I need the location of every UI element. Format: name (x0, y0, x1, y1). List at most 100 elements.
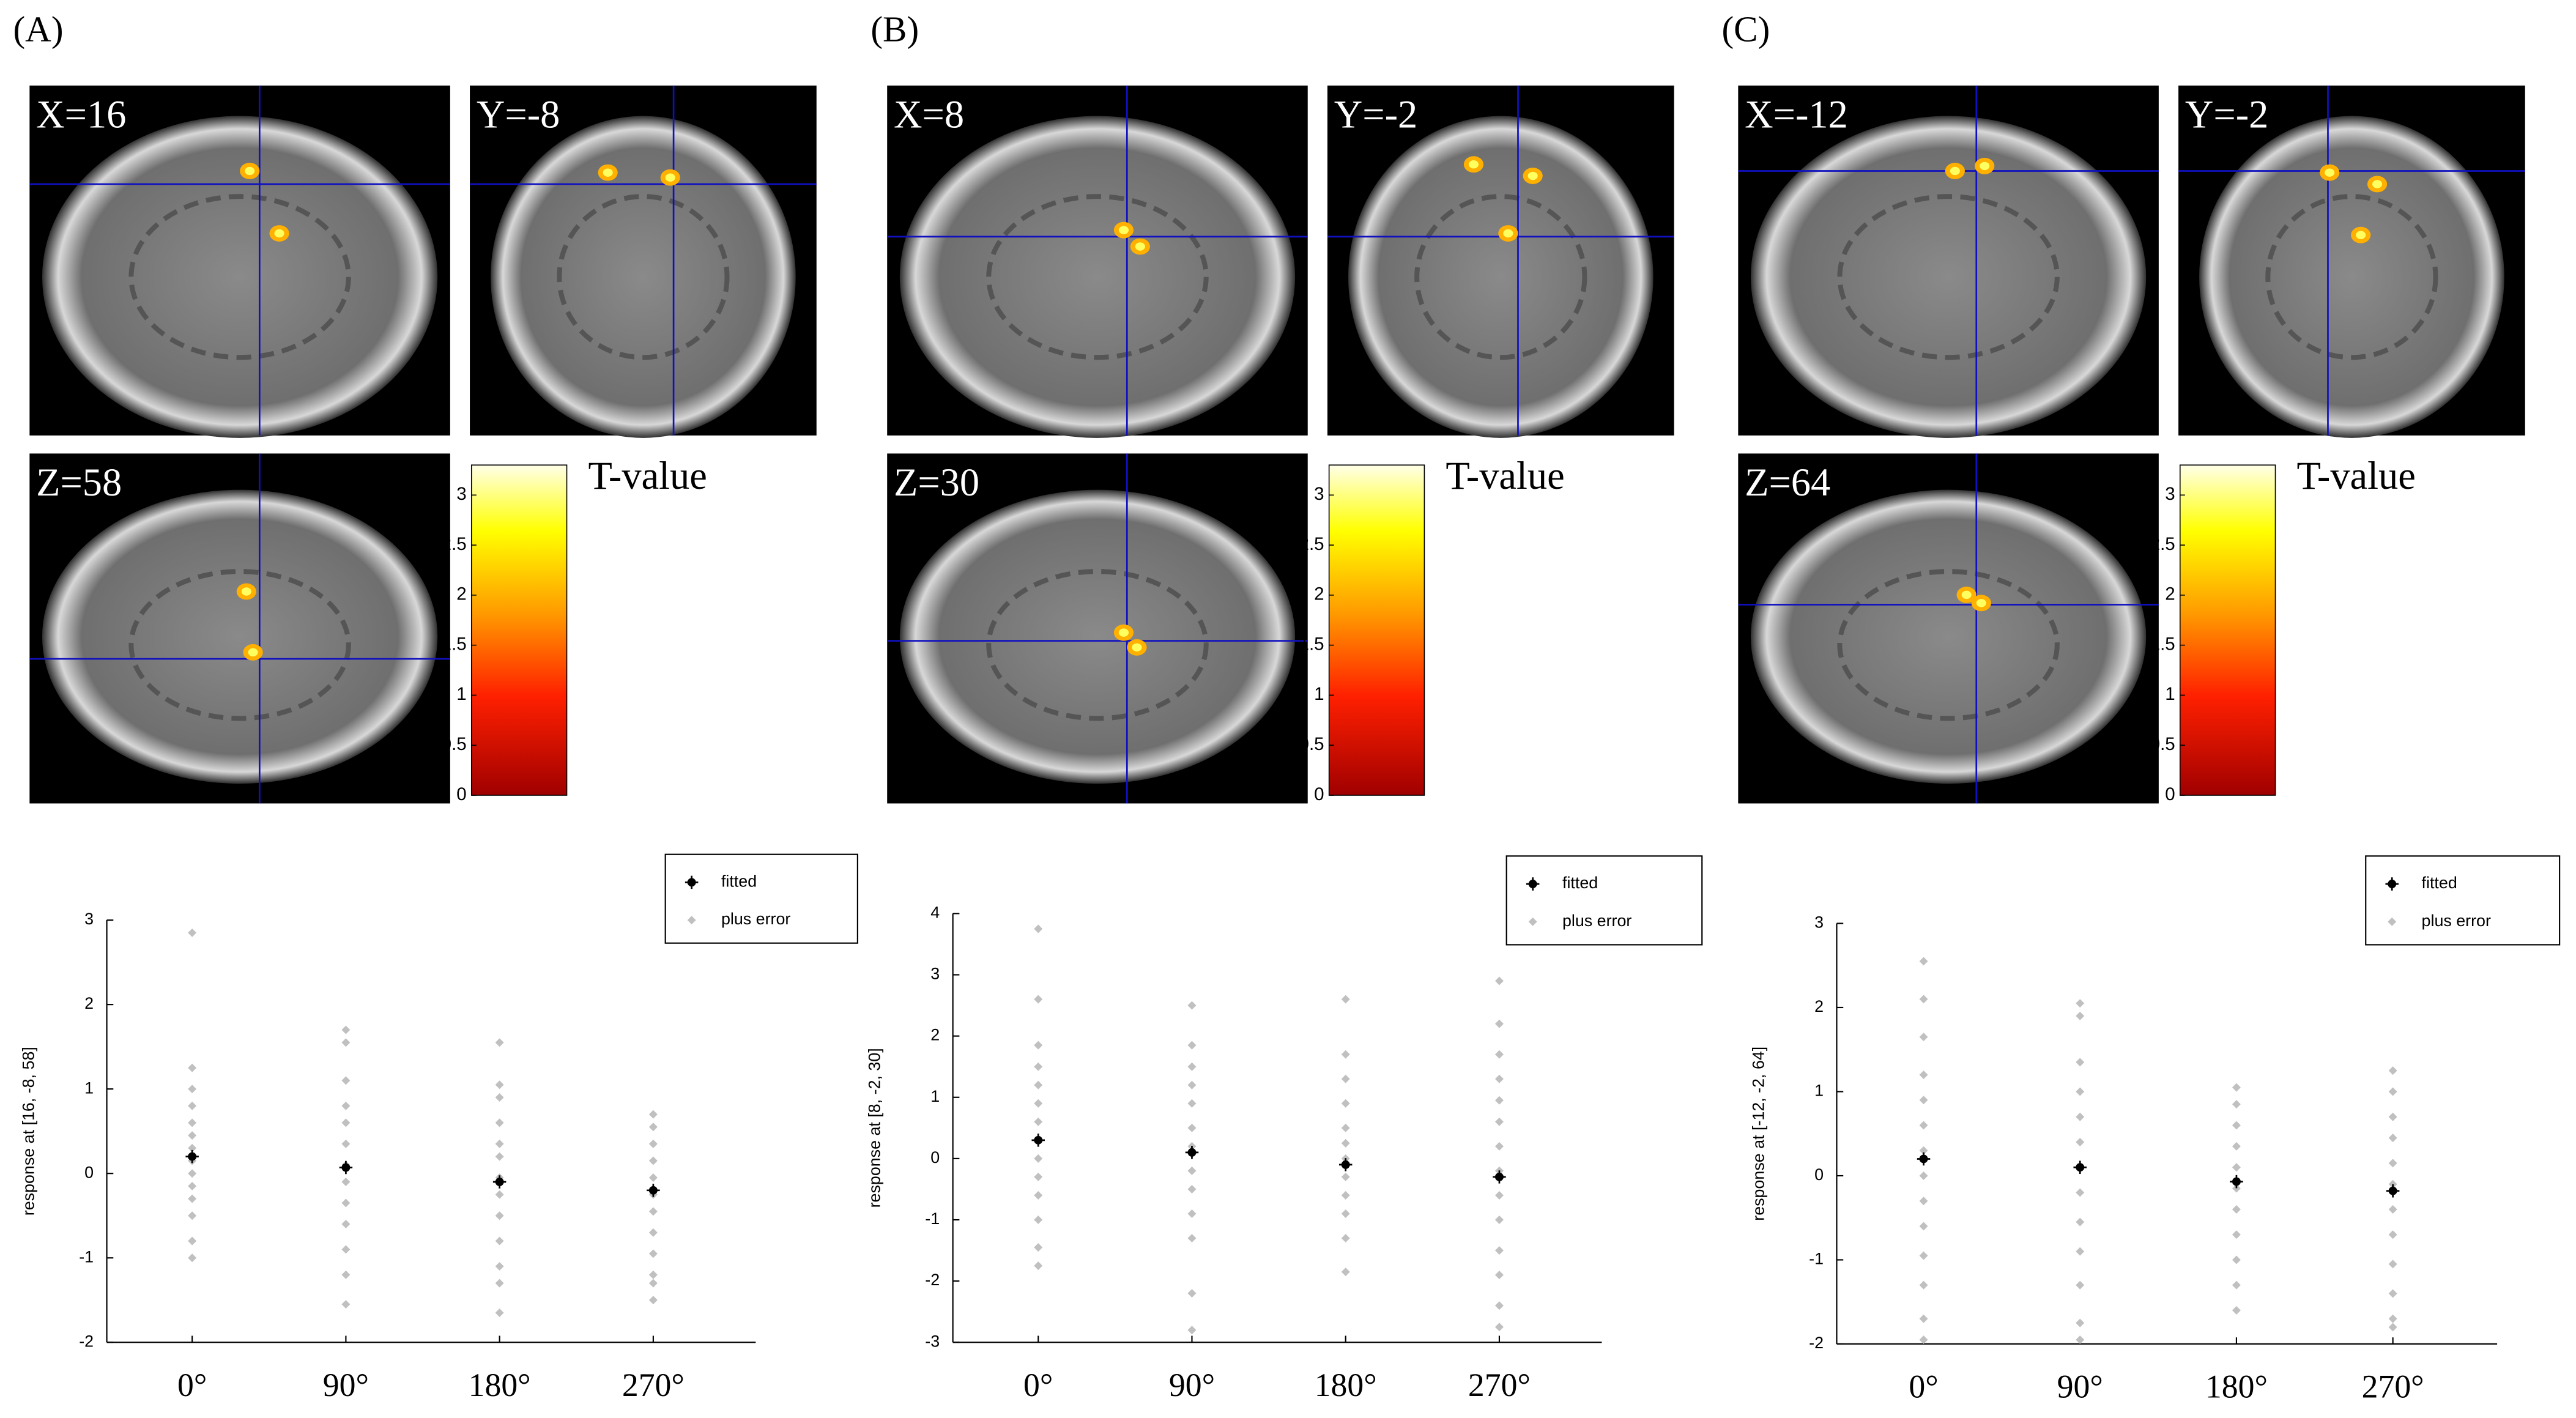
activation-blob (1135, 242, 1145, 251)
brain-structure (986, 569, 1209, 721)
slice-label: Y=-8 (477, 92, 560, 136)
slice-label: Y=-2 (2185, 92, 2269, 136)
error-point (188, 928, 197, 937)
error-point (1341, 1074, 1350, 1083)
error-point (188, 1118, 197, 1127)
fitted-marker (1917, 1152, 1931, 1166)
colorbar-tick-label: 0 (1314, 784, 1324, 804)
colorbar (470, 464, 568, 796)
error-point (2076, 1188, 2085, 1197)
colorbar-tick-label: 0 (2165, 784, 2175, 804)
activation-blob (1976, 599, 1986, 607)
legend-label: plus error (721, 910, 790, 928)
error-point (1494, 1190, 1504, 1200)
error-point (1034, 1190, 1043, 1200)
brain-structure (128, 194, 351, 360)
panel-label: (C) (1721, 9, 1770, 49)
error-point (1034, 1243, 1043, 1252)
error-point (1187, 1184, 1197, 1193)
brain-slice (899, 489, 1296, 784)
error-point (648, 1156, 658, 1165)
colorbar-title: T-value (1446, 454, 1564, 497)
error-point (2076, 1087, 2085, 1096)
colorbar-tick-label: 1 (2165, 684, 2175, 704)
activation-blob (1132, 643, 1142, 652)
error-point (2232, 1163, 2241, 1172)
colorbar-tick-label: 3 (456, 484, 466, 504)
fitted-point (185, 1149, 199, 1164)
fitted-marker (1185, 1146, 1199, 1159)
error-point (648, 1279, 658, 1288)
fitted-marker (647, 1184, 660, 1197)
fitted-point (1493, 1170, 1506, 1184)
y-tick-label: 0 (930, 1148, 940, 1167)
y-tick-label: 3 (1814, 913, 1824, 932)
colorbar (2179, 464, 2276, 796)
colorbar-tick-label: 2 (1314, 584, 1324, 604)
brain-structure (1837, 569, 2060, 721)
error-point (188, 1063, 197, 1072)
colorbar-tick-label: 3 (2165, 484, 2175, 504)
error-point (1187, 1289, 1197, 1298)
error-point (341, 1220, 351, 1229)
error-point (188, 1143, 197, 1153)
error-point (1034, 1261, 1043, 1271)
error-point (188, 1211, 197, 1220)
panel-label: (A) (13, 9, 63, 49)
y-axis-label: response at [-12, -2, 64] (1749, 1047, 1767, 1221)
colorbar-tick-label: 0.5 (1299, 734, 1324, 754)
activation-blob (1118, 628, 1129, 637)
y-axis-label: response at [8, -2, 30] (866, 1048, 884, 1208)
error-point (188, 1181, 197, 1190)
error-point (1034, 1117, 1043, 1126)
activation-blob (2372, 180, 2383, 188)
error-point (1494, 1246, 1504, 1255)
error-point (2076, 999, 2085, 1008)
activation-blob (274, 229, 284, 238)
y-tick-label: 1 (84, 1078, 94, 1097)
x-tick-label: 90° (323, 1367, 369, 1403)
error-point (2232, 1121, 2241, 1130)
error-point (341, 1139, 351, 1148)
colorbar-tick-label: 2.5 (442, 534, 467, 554)
y-tick-label: 2 (1814, 997, 1824, 1015)
error-point (1341, 1050, 1350, 1059)
error-point (495, 1190, 504, 1199)
error-point (1034, 1154, 1043, 1163)
error-point (188, 1236, 197, 1245)
error-point (1494, 1271, 1504, 1280)
legend-marker (1528, 917, 1537, 926)
error-point (648, 1123, 658, 1132)
error-point (495, 1262, 504, 1271)
fitted-point (1185, 1146, 1199, 1159)
error-point (2076, 1058, 2085, 1067)
fitted-marker (339, 1160, 353, 1175)
y-tick-label: -2 (1809, 1334, 1824, 1352)
error-point (2388, 1087, 2397, 1096)
error-point (1034, 924, 1043, 934)
error-point (1919, 1171, 1928, 1180)
colorbar-title: T-value (2296, 454, 2415, 497)
error-point (495, 1236, 504, 1245)
error-point (1919, 1335, 1928, 1345)
error-point (1341, 1209, 1350, 1218)
fitted-marker (1031, 1134, 1045, 1147)
activation-blob (1503, 229, 1513, 238)
error-point (1919, 1197, 1928, 1206)
y-tick-label: -2 (79, 1332, 94, 1350)
error-point (341, 1101, 351, 1110)
brain-slice (1348, 116, 1654, 438)
error-point (1341, 1172, 1350, 1181)
error-point (1341, 1268, 1350, 1277)
x-tick-label: 90° (1169, 1367, 1215, 1403)
activation-blob (248, 648, 258, 657)
x-tick-label: 180° (469, 1367, 531, 1403)
error-point (1034, 1099, 1043, 1108)
error-point (1919, 995, 1928, 1004)
fitted-marker (492, 1175, 507, 1189)
error-point (648, 1173, 658, 1182)
activation-blob (1468, 160, 1479, 169)
error-point (1494, 1074, 1504, 1083)
colorbar-tick-label: 1.5 (1299, 634, 1324, 654)
error-point (1034, 1216, 1043, 1225)
